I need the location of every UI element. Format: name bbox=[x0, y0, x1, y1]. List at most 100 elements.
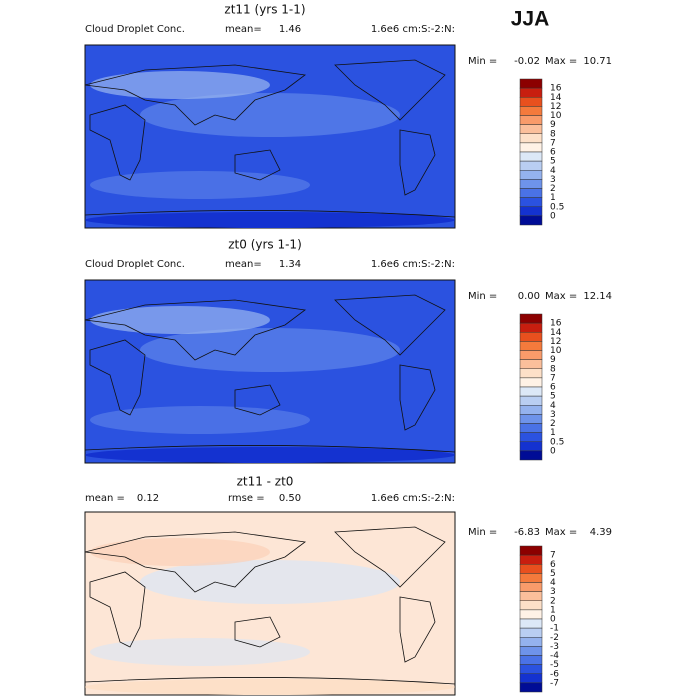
map-patch bbox=[90, 406, 310, 434]
colorbar-label: 2 bbox=[550, 184, 556, 194]
map-patch bbox=[90, 171, 310, 199]
map-patch bbox=[85, 679, 455, 695]
colorbar-label: 3 bbox=[550, 175, 556, 185]
map-patch bbox=[90, 638, 310, 666]
colorbar-label: 0 bbox=[550, 615, 556, 625]
colorbar-label: 0.5 bbox=[550, 202, 564, 212]
colorbar-label: 4 bbox=[550, 401, 556, 411]
stat-value: 0.12 bbox=[137, 493, 159, 504]
stat-label: mean= bbox=[225, 259, 262, 270]
map-patch bbox=[85, 212, 455, 228]
colorbar-box bbox=[519, 432, 543, 442]
colorbar-label: 8 bbox=[550, 364, 556, 374]
colorbar-label: 14 bbox=[550, 93, 562, 103]
colorbar-box bbox=[519, 395, 543, 406]
colorbar-box bbox=[519, 313, 543, 324]
colorbar-box bbox=[519, 655, 543, 665]
colorbar-box bbox=[519, 545, 543, 556]
colorbar-box bbox=[519, 87, 543, 98]
colorbar-box bbox=[519, 359, 543, 369]
colorbar-box bbox=[519, 441, 543, 452]
colorbar-label: 0 bbox=[550, 446, 556, 456]
colorbar-label: 3 bbox=[550, 587, 556, 597]
min-value: 0.00 bbox=[518, 291, 540, 302]
colorbar-label: -6 bbox=[550, 669, 559, 679]
colorbar-label: 14 bbox=[550, 328, 562, 338]
colorbar-box bbox=[519, 664, 543, 674]
colorbar-label: 9 bbox=[550, 120, 556, 130]
colorbar-label: 1 bbox=[550, 605, 556, 615]
colorbar-box bbox=[519, 377, 543, 388]
field-label: Cloud Droplet Conc. bbox=[85, 259, 185, 270]
max-label: Max = bbox=[545, 527, 577, 538]
colorbar-box bbox=[519, 188, 543, 198]
colorbar-label: 1 bbox=[550, 193, 556, 203]
colorbar-label: 4 bbox=[550, 578, 556, 588]
colorbar-box bbox=[519, 582, 543, 592]
colorbar-box bbox=[519, 115, 543, 125]
colorbar-label: 0 bbox=[550, 211, 556, 221]
min-value: -6.83 bbox=[514, 527, 540, 538]
colorbar-label: 6 bbox=[550, 383, 556, 393]
colorbar-box bbox=[519, 600, 543, 611]
colorbar-box bbox=[519, 627, 543, 638]
colorbar-label: 10 bbox=[550, 111, 562, 121]
stat-value: 0.50 bbox=[279, 493, 301, 504]
field-label: Cloud Droplet Conc. bbox=[85, 24, 185, 35]
colorbar-box bbox=[519, 170, 543, 180]
colorbar-label: 6 bbox=[550, 148, 556, 158]
map-patch bbox=[90, 538, 270, 566]
colorbar-label: -1 bbox=[550, 624, 559, 634]
colorbar-box bbox=[519, 332, 543, 342]
panel: zt11 (yrs 1-1) Cloud Droplet Conc. mean= 1.… bbox=[84, 3, 612, 229]
colorbar-box bbox=[519, 386, 543, 397]
colorbar-label: 7 bbox=[550, 373, 556, 383]
stat-value: 1.46 bbox=[279, 24, 301, 35]
colorbar-box bbox=[519, 405, 543, 415]
colorbar-box bbox=[519, 97, 543, 107]
colorbar-box bbox=[519, 78, 543, 89]
colorbar-box bbox=[519, 609, 543, 620]
colorbar-box bbox=[519, 423, 543, 433]
min-value: -0.02 bbox=[514, 56, 540, 67]
colorbar-label: -5 bbox=[550, 660, 559, 670]
map-patch bbox=[85, 447, 455, 463]
colorbar-box bbox=[519, 637, 543, 647]
map-patch bbox=[140, 93, 400, 137]
colorbar-label: 16 bbox=[550, 319, 562, 329]
colorbar-label: 7 bbox=[550, 551, 556, 561]
units: 1.6e6 cm:S:-2:N: bbox=[371, 24, 455, 35]
colorbar-box bbox=[519, 215, 543, 226]
stat-label: mean = bbox=[85, 493, 125, 504]
stat-label: rmse = bbox=[228, 493, 265, 504]
colorbar-box bbox=[519, 564, 543, 574]
colorbar-box bbox=[519, 124, 543, 134]
map-patch bbox=[90, 306, 270, 334]
colorbar-label: -7 bbox=[550, 678, 559, 688]
colorbar-box bbox=[519, 573, 543, 583]
colorbar-box bbox=[519, 646, 543, 656]
colorbar-label: 9 bbox=[550, 355, 556, 365]
panel: zt0 (yrs 1-1) Cloud Droplet Conc. mean= 1.3… bbox=[84, 238, 612, 464]
colorbar-label: 4 bbox=[550, 166, 556, 176]
colorbar-box bbox=[519, 160, 543, 171]
colorbar-label: 1 bbox=[550, 428, 556, 438]
stat-value: 1.34 bbox=[279, 259, 301, 270]
max-label: Max = bbox=[545, 291, 577, 302]
colorbar-box bbox=[519, 197, 543, 207]
colorbar-label: -4 bbox=[550, 651, 559, 661]
colorbar-box bbox=[519, 350, 543, 360]
max-label: Max = bbox=[545, 56, 577, 67]
map-patch bbox=[90, 71, 270, 99]
units: 1.6e6 cm:S:-2:N: bbox=[371, 259, 455, 270]
colorbar-box bbox=[519, 682, 543, 693]
min-label: Min = bbox=[468, 56, 497, 67]
colorbar-box bbox=[519, 151, 543, 162]
colorbar-box bbox=[519, 322, 543, 333]
colorbar-label: 12 bbox=[550, 337, 561, 347]
panel-title: zt11 - zt0 bbox=[237, 475, 294, 489]
colorbar-label: 6 bbox=[550, 560, 556, 570]
colorbar-box bbox=[519, 591, 543, 601]
colorbar-label: 12 bbox=[550, 102, 561, 112]
